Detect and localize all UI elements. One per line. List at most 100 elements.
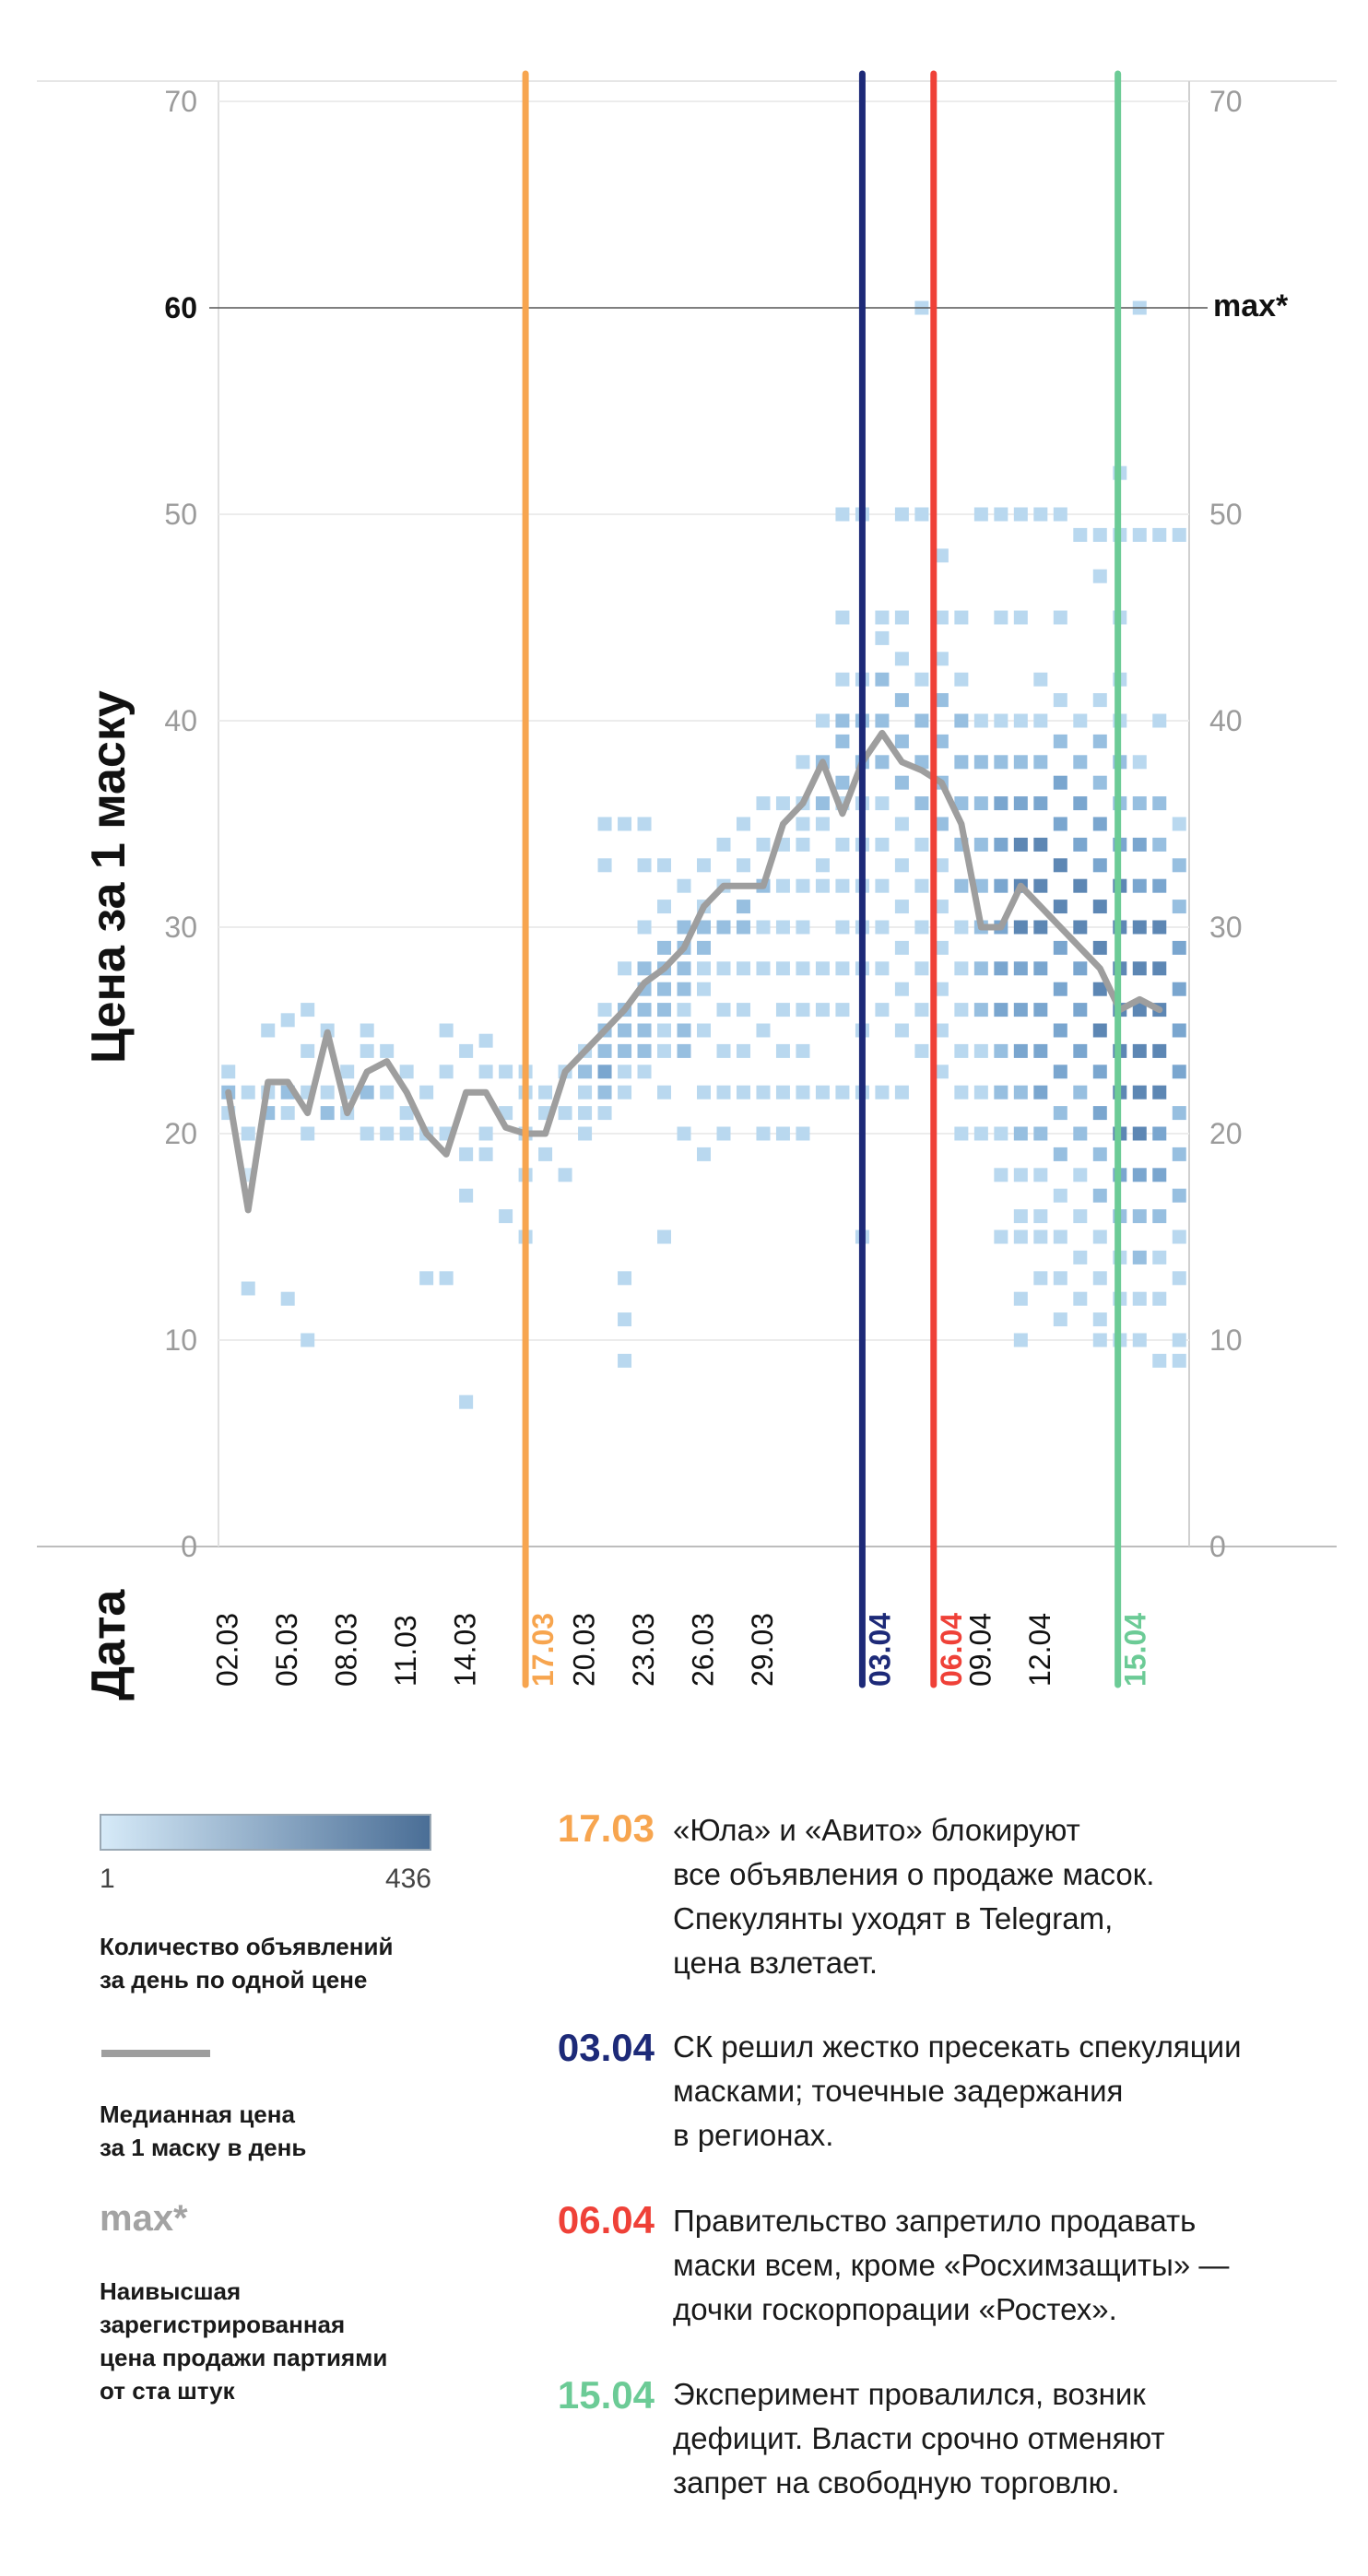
heatmap-cell — [558, 1106, 572, 1121]
heatmap-cell — [994, 878, 1008, 893]
heatmap-cell — [954, 1003, 969, 1017]
heatmap-cell — [914, 1043, 929, 1058]
heatmap-cell — [1152, 1168, 1167, 1182]
heatmap-cell — [459, 1188, 474, 1203]
heatmap-cell — [973, 837, 988, 852]
heatmap-cell — [894, 610, 909, 625]
heatmap-cell — [1172, 940, 1186, 955]
heatmap-cell — [934, 734, 949, 748]
heatmap-cell — [894, 652, 909, 666]
heatmap-cell — [697, 940, 711, 955]
heatmap-cell — [796, 878, 810, 893]
max-legend-label: max* — [100, 2198, 188, 2239]
heatmap-cell — [756, 961, 771, 976]
heatmap-cell — [1033, 1003, 1048, 1017]
heatmap-cell — [637, 1023, 652, 1038]
heatmap-cell — [835, 920, 850, 935]
heatmap-cell — [1172, 817, 1186, 831]
heatmap-cell — [1013, 755, 1028, 770]
heatmap-cell — [756, 1023, 771, 1038]
heatmap-cell — [736, 858, 750, 873]
heatmap-cell — [439, 1023, 454, 1038]
heatmap-cell — [1013, 920, 1028, 935]
heatmap-cell — [775, 796, 790, 811]
heatmap-cell — [1152, 713, 1167, 728]
heatmap-cell — [796, 837, 810, 852]
heatmap-cell — [1132, 796, 1147, 811]
heatmap-cell — [1053, 982, 1067, 996]
heatmap-cell — [399, 1106, 414, 1121]
heatmap-cell — [637, 1065, 652, 1079]
heatmap-cell — [618, 1085, 632, 1100]
heatmap-cell — [1092, 734, 1107, 748]
heatmap-cell — [894, 858, 909, 873]
heatmap-cell — [994, 1003, 1008, 1017]
heatmap-cell — [1053, 900, 1067, 914]
color-scale-max: 436 — [384, 1864, 431, 1894]
heatmap-cell — [1073, 1043, 1088, 1058]
heatmap-cell — [1073, 1168, 1088, 1182]
heatmap-cell — [1053, 1065, 1067, 1079]
heatmap-cell — [1092, 817, 1107, 831]
heatmap-cell — [736, 920, 750, 935]
heatmap-cell — [954, 1085, 969, 1100]
heatmap-cell — [1053, 507, 1067, 522]
heatmap-cell — [1033, 1043, 1048, 1058]
heatmap-cell — [280, 1106, 295, 1121]
heatmap-cell — [775, 1085, 790, 1100]
heatmap-cell — [1053, 1229, 1067, 1244]
heatmap-cell — [973, 1043, 988, 1058]
heatmap-cell — [618, 1312, 632, 1327]
heatmap-cell — [934, 610, 949, 625]
heatmap-cell — [1132, 527, 1147, 542]
heatmap-cell — [815, 796, 830, 811]
heatmap-cell — [796, 961, 810, 976]
color-scale-min: 1 — [100, 1864, 115, 1894]
heatmap-cell — [875, 796, 890, 811]
heatmap-cell — [1013, 837, 1028, 852]
heatmap-cell — [597, 1003, 612, 1017]
heatmap-cell — [1092, 1023, 1107, 1038]
heatmap-cell — [1073, 920, 1088, 935]
heatmap-cell — [439, 1065, 454, 1079]
heatmap-cell — [796, 1043, 810, 1058]
heatmap-cell — [934, 1065, 949, 1079]
heatmap-cell — [697, 920, 711, 935]
y-tick-label-left: 40 — [164, 704, 197, 737]
heatmap-cell — [1152, 837, 1167, 852]
heatmap-cell — [815, 817, 830, 831]
heatmap-cell — [934, 900, 949, 914]
heatmap-cell — [677, 1126, 691, 1141]
heatmap-cell — [736, 900, 750, 914]
heatmap-cell — [815, 713, 830, 728]
heatmap-cell — [380, 1043, 395, 1058]
heatmap-cell — [618, 1023, 632, 1038]
heatmap-cell — [1073, 837, 1088, 852]
heatmap-cell — [1172, 1023, 1186, 1038]
heatmap-cell — [301, 1333, 315, 1347]
heatmap-cell — [1172, 1106, 1186, 1121]
heatmap-cell — [241, 1126, 255, 1141]
heatmap-cell — [597, 1043, 612, 1058]
heatmap-cell — [994, 1168, 1008, 1182]
heatmap-cell — [875, 1003, 890, 1017]
heatmap-cell — [1053, 734, 1067, 748]
x-tick-label: 29.03 — [746, 1613, 779, 1687]
heatmap-cell — [1013, 1043, 1028, 1058]
heatmap-cell — [657, 940, 672, 955]
heatmap-cell — [1033, 1271, 1048, 1286]
y-tick-label-left: 60 — [164, 291, 197, 324]
heatmap-cell — [934, 693, 949, 708]
x-tick-label: 03.04 — [863, 1613, 896, 1687]
heatmap-cell — [1033, 920, 1048, 935]
event-text-4: Эксперимент провалился, возник дефицит. … — [673, 2377, 1165, 2500]
heatmap-cell — [618, 1043, 632, 1058]
heatmap-cell — [973, 755, 988, 770]
heatmap-cell — [221, 1065, 236, 1079]
heatmap-cell — [973, 1085, 988, 1100]
heatmap-cell — [875, 630, 890, 645]
heatmap-cell — [894, 734, 909, 748]
heatmap-cell — [637, 1043, 652, 1058]
heatmap-cell — [954, 878, 969, 893]
heatmap-cell — [716, 961, 731, 976]
